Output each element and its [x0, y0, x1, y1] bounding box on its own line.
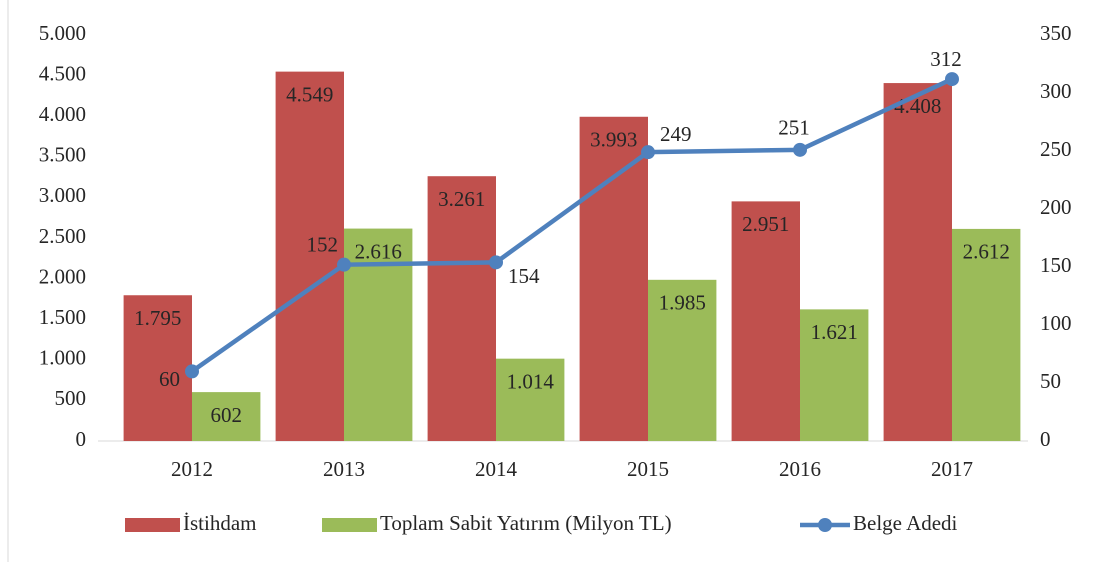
data-label: 2.612 — [963, 240, 1010, 264]
x-tick-label: 2014 — [475, 457, 518, 481]
data-label: 60 — [159, 367, 180, 391]
data-label: 3.993 — [590, 128, 637, 152]
y-tick-label: 500 — [55, 386, 87, 410]
y-tick-label: 3.500 — [39, 143, 86, 167]
bar — [427, 176, 496, 442]
y-tick-label: 2.500 — [39, 224, 86, 248]
y-tick-label: 2.000 — [39, 264, 86, 288]
legend-label: Toplam Sabit Yatırım (Milyon TL) — [380, 511, 672, 535]
line-point — [945, 72, 959, 87]
data-label: 152 — [307, 232, 339, 256]
x-tick-label: 2012 — [171, 457, 213, 481]
x-tick-label: 2016 — [779, 457, 821, 481]
line-point — [337, 257, 351, 272]
y2-tick-label: 0 — [1040, 427, 1051, 451]
y2-tick-label: 300 — [1040, 79, 1072, 103]
data-label: 2.951 — [742, 212, 789, 236]
y-tick-label: 5.000 — [39, 21, 86, 45]
bar — [192, 392, 261, 441]
data-label: 4.549 — [286, 82, 333, 106]
bar — [275, 71, 344, 441]
bar — [123, 295, 192, 441]
y-tick-label: 1.500 — [39, 305, 86, 329]
data-label: 1.621 — [811, 320, 858, 344]
y-tick-label: 4.000 — [39, 102, 86, 126]
data-label: 1.985 — [659, 291, 706, 315]
line-point — [641, 145, 655, 160]
y-tick-label: 4.500 — [39, 61, 86, 85]
data-label: 3.261 — [438, 187, 485, 211]
y2-tick-label: 350 — [1040, 21, 1072, 45]
x-tick-label: 2015 — [627, 457, 669, 481]
y2-tick-label: 50 — [1040, 369, 1061, 393]
legend-swatch — [818, 518, 832, 532]
line-point — [185, 364, 199, 379]
y2-tick-label: 250 — [1040, 137, 1072, 161]
data-label: 602 — [210, 403, 242, 427]
bar — [883, 83, 952, 441]
y-tick-label: 0 — [76, 427, 87, 451]
line-point — [489, 255, 503, 270]
line-point — [793, 142, 807, 157]
data-label: 4.408 — [894, 94, 941, 118]
data-label: 251 — [778, 116, 810, 140]
y2-tick-label: 200 — [1040, 195, 1072, 219]
bar — [648, 279, 717, 441]
data-label: 249 — [660, 122, 692, 146]
data-label: 2.616 — [355, 239, 402, 263]
data-label: 312 — [930, 47, 962, 71]
x-tick-label: 2017 — [931, 457, 973, 481]
bar — [496, 358, 565, 441]
y-tick-label: 1.000 — [39, 346, 86, 370]
bar — [579, 116, 648, 441]
bar — [731, 201, 800, 441]
legend-swatch — [125, 518, 180, 532]
data-label: 1.014 — [507, 369, 555, 393]
y2-tick-label: 100 — [1040, 311, 1072, 335]
bar — [952, 228, 1021, 441]
bar — [800, 309, 869, 441]
y-tick-label: 3.000 — [39, 183, 86, 207]
data-label: 1.795 — [134, 306, 181, 330]
legend-swatch — [322, 518, 377, 532]
data-label: 154 — [508, 264, 540, 288]
line — [190, 77, 953, 374]
legend-label: İstihdam — [183, 511, 257, 535]
x-tick-label: 2013 — [323, 457, 365, 481]
y2-tick-label: 150 — [1040, 253, 1072, 277]
legend-label: Belge Adedi — [853, 511, 958, 535]
